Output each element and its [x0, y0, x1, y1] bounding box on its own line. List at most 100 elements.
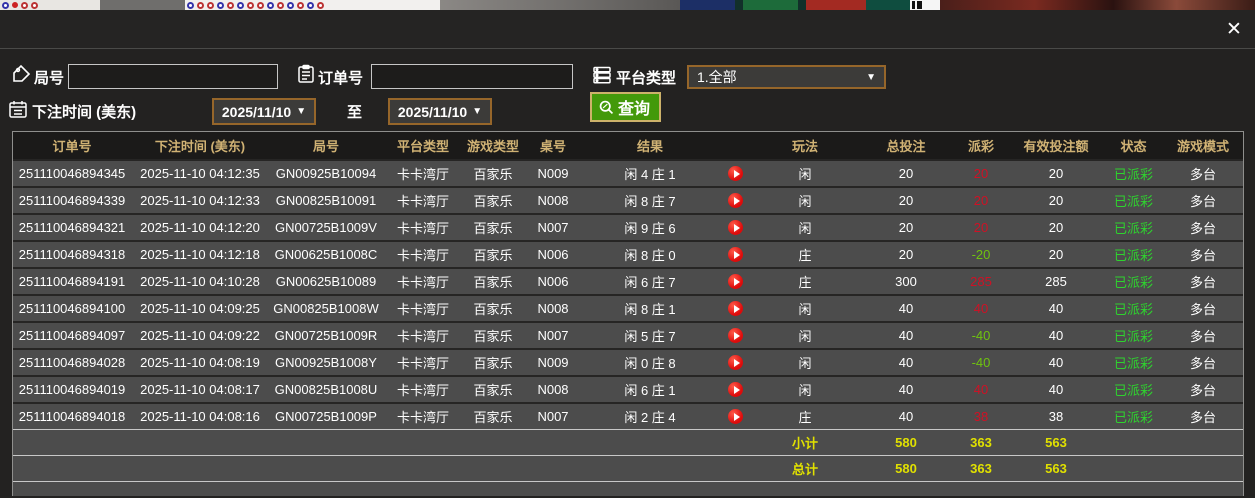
chevron-down-icon: ▼ — [296, 106, 307, 117]
total-row-status — [1106, 456, 1161, 481]
header-game-type: 游戏类型 — [466, 139, 519, 154]
game-no-input[interactable] — [68, 64, 278, 89]
cell-replay — [717, 161, 754, 186]
cell-play-type: 闲 — [798, 221, 812, 236]
cell-status: 已派彩 — [1113, 221, 1153, 236]
search-button[interactable]: 查询 — [590, 92, 662, 122]
cell-total-bet: 40 — [898, 328, 914, 343]
platform-type-select[interactable]: 1.全部 ▼ — [687, 65, 886, 89]
header-replay — [717, 132, 754, 159]
subtotal-row-payout: 363 — [970, 435, 992, 450]
cell-game-mode: 多台 — [1189, 194, 1216, 209]
cell-play-type: 庄 — [798, 275, 812, 290]
cell-game-no: GN00925B1008Y — [275, 355, 377, 370]
subtotal-row-bet-time — [131, 430, 269, 455]
cell-valid-bet: 40 — [1048, 328, 1064, 343]
play-icon[interactable] — [728, 382, 743, 397]
cell-order-no: 251110046894100 — [18, 301, 126, 316]
header-payout: 派彩 — [967, 139, 994, 154]
play-icon[interactable] — [728, 328, 743, 343]
cell-valid-bet: 38 — [1048, 409, 1064, 424]
cell-play-type: 闲 — [798, 329, 812, 344]
cell-valid-bet: 20 — [1048, 220, 1064, 235]
play-icon[interactable] — [728, 301, 743, 316]
cell-replay — [717, 188, 754, 213]
cell-bet-time: 2025-11-10 04:12:20 — [140, 220, 260, 235]
cell-status: 已派彩 — [1113, 194, 1153, 209]
cell-payout: 20 — [973, 193, 989, 208]
play-icon[interactable] — [728, 409, 743, 424]
subtotal-row-result — [583, 430, 717, 455]
total-row-game-mode — [1161, 456, 1245, 481]
cell-bet-time: 2025-11-10 04:08:17 — [140, 382, 260, 397]
cell-game-mode: 多台 — [1189, 167, 1216, 182]
header-platform: 平台类型 — [396, 139, 449, 154]
cell-game-mode: 多台 — [1189, 275, 1216, 290]
cell-status: 已派彩 — [1113, 356, 1153, 371]
total-row-valid-bet: 563 — [1045, 461, 1067, 476]
play-icon[interactable] — [728, 355, 743, 370]
cell-payout: 20 — [973, 220, 989, 235]
header-valid-bet: 有效投注额 — [1023, 139, 1089, 154]
cell-bet-time: 2025-11-10 04:10:28 — [140, 274, 260, 289]
subtotal-row-status — [1106, 430, 1161, 455]
play-icon[interactable] — [728, 220, 743, 235]
cell-order-no: 251110046894018 — [18, 409, 126, 424]
header-total-bet: 总投注 — [886, 139, 926, 154]
cell-total-bet: 40 — [898, 301, 914, 316]
subtotal-row-valid-bet: 563 — [1045, 435, 1067, 450]
table-row: 251110046894100 2025-11-10 04:09:25 GN0082… — [13, 294, 1243, 321]
cell-game-no: GN00725B1009P — [275, 409, 377, 424]
cell-game-mode: 多台 — [1189, 329, 1216, 344]
cell-payout: -40 — [971, 328, 991, 343]
header-result: 结果 — [636, 139, 663, 154]
cell-game-type: 百家乐 — [473, 329, 513, 344]
cell-bet-time: 2025-11-10 04:12:18 — [140, 247, 260, 262]
order-no-input[interactable] — [371, 64, 573, 89]
cell-platform: 卡卡湾厅 — [396, 356, 449, 371]
table-row: 251110046894321 2025-11-10 04:12:20 GN0072… — [13, 213, 1243, 240]
cell-status: 已派彩 — [1113, 275, 1153, 290]
play-icon[interactable] — [728, 247, 743, 262]
cell-total-bet: 40 — [898, 382, 914, 397]
cell-valid-bet: 285 — [1045, 274, 1067, 289]
cell-status: 已派彩 — [1113, 383, 1153, 398]
cell-game-type: 百家乐 — [473, 248, 513, 263]
cell-payout: 20 — [973, 166, 989, 181]
cell-table-no: N008 — [537, 193, 569, 208]
cell-play-type: 庄 — [798, 248, 812, 263]
cell-game-no: GN00725B1009V — [275, 220, 377, 235]
cell-bet-time: 2025-11-10 04:12:33 — [140, 193, 260, 208]
cell-game-no: GN00925B10094 — [275, 166, 377, 181]
cell-result: 闲 6 庄 7 — [624, 275, 676, 290]
play-icon[interactable] — [728, 274, 743, 289]
date-from-select[interactable]: 2025/11/10 ▼ — [212, 98, 316, 125]
bet-history-table: 订单号 下注时间 (美东) 局号 平台类型 游戏类型 桌号 结果 玩法 总投注 派彩 有效投注额 状态… — [12, 131, 1244, 496]
cell-play-type: 庄 — [798, 410, 812, 425]
total-row-result — [583, 456, 717, 481]
table-row: 251110046894345 2025-11-10 04:12:35 GN0092… — [13, 159, 1243, 186]
cell-game-type: 百家乐 — [473, 356, 513, 371]
cell-replay — [717, 323, 754, 348]
cell-status: 已派彩 — [1113, 302, 1153, 317]
subtotal-row-platform — [383, 430, 463, 455]
close-icon[interactable]: ✕ — [1226, 19, 1242, 40]
cell-replay — [717, 377, 754, 402]
cell-replay — [717, 215, 754, 240]
cell-game-type: 百家乐 — [473, 167, 513, 182]
cell-play-type: 闲 — [798, 383, 812, 398]
cell-table-no: N006 — [537, 247, 569, 262]
cell-result: 闲 8 庄 1 — [624, 302, 676, 317]
date-to-select[interactable]: 2025/11/10 ▼ — [388, 98, 492, 125]
background-game-tiles — [680, 0, 910, 10]
cell-platform: 卡卡湾厅 — [396, 410, 449, 425]
cell-game-no: GN00825B10091 — [275, 193, 377, 208]
header-play-type: 玩法 — [791, 139, 818, 154]
play-icon[interactable] — [728, 166, 743, 181]
cell-game-type: 百家乐 — [473, 383, 513, 398]
cell-payout: 40 — [973, 301, 989, 316]
total-row-play-type: 总计 — [791, 462, 818, 477]
cell-game-type: 百家乐 — [473, 410, 513, 425]
date-to-value: 2025/11/10 — [397, 103, 468, 120]
play-icon[interactable] — [728, 193, 743, 208]
